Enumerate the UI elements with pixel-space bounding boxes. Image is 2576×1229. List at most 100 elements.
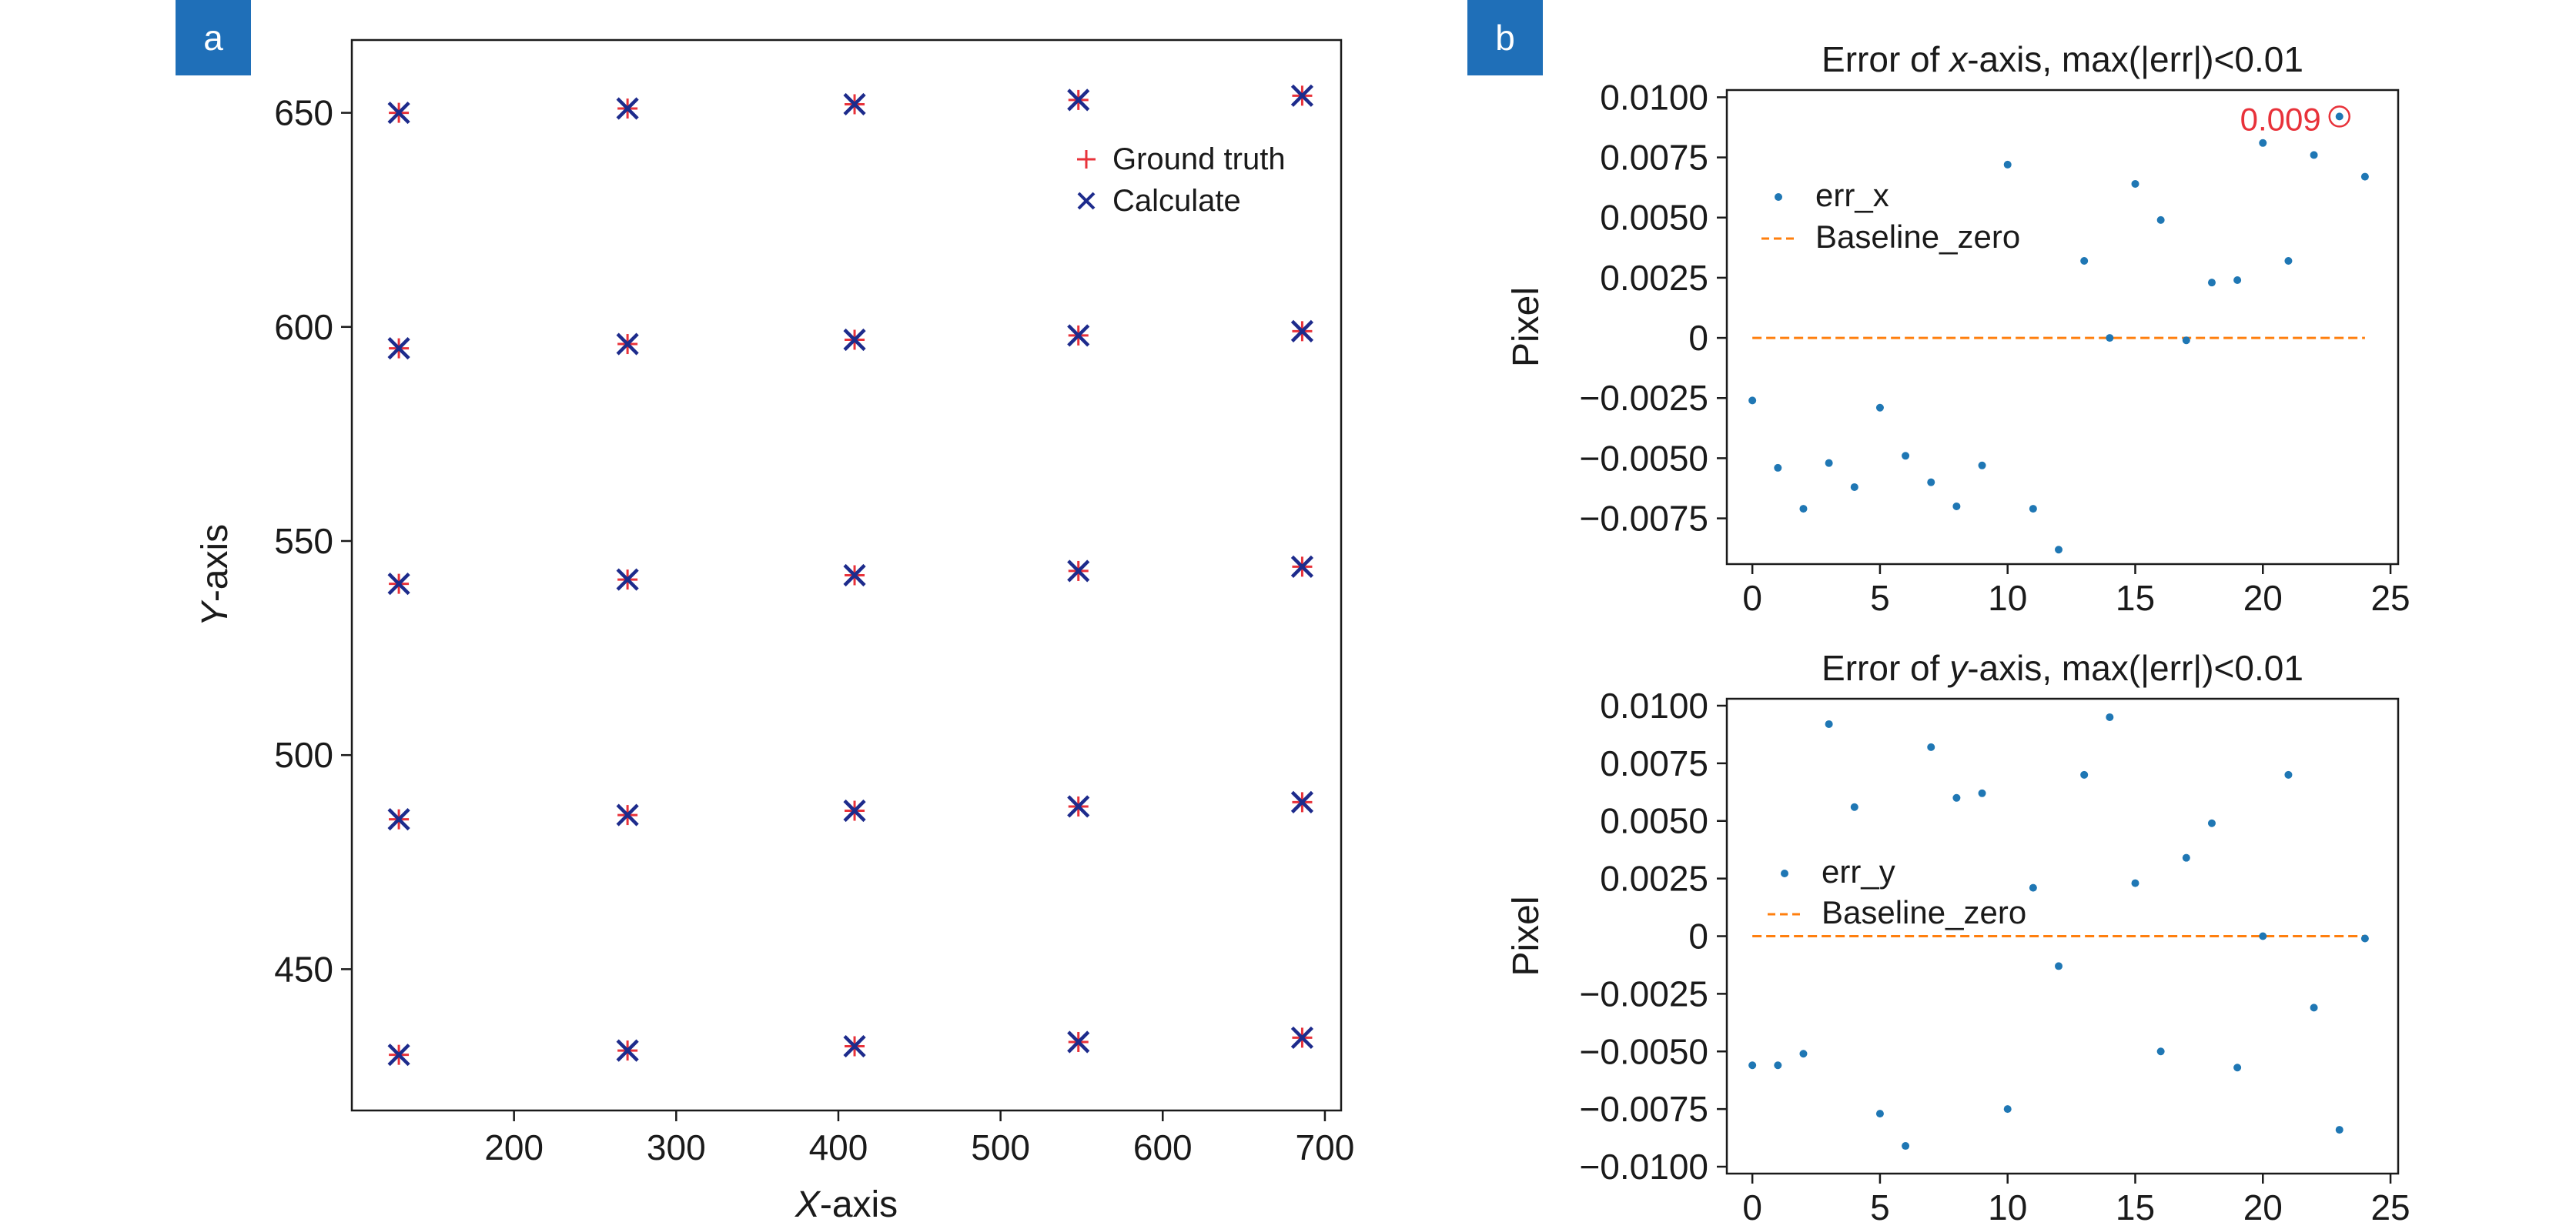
calculate-marker: [1290, 84, 1314, 107]
calculate-marker: [616, 568, 639, 591]
error-point: [1748, 1061, 1757, 1070]
calculate-marker-b: [1290, 555, 1314, 578]
error-point: [2029, 883, 2037, 892]
plot-title-post: -axis, max(|err|)<0.01: [1967, 648, 2303, 688]
error-point: [2284, 257, 2293, 266]
calculate-marker: [387, 101, 410, 125]
error-point: [2207, 279, 2216, 287]
error-point: [2360, 934, 2369, 943]
error-point: [2131, 179, 2139, 188]
legend-baseline-label: Baseline_zero: [1822, 894, 2026, 930]
y-tick-label: −0.0075: [1579, 499, 1708, 539]
error-point: [2360, 172, 2369, 181]
x-tick-label: 20: [2243, 578, 2283, 618]
error-point: [1799, 1050, 1808, 1058]
calculate-marker-b: [843, 92, 866, 116]
x-tick-label: 0: [1742, 578, 1762, 618]
calculate-marker-b: [1067, 324, 1090, 347]
panel-a-label: a: [176, 0, 251, 75]
error-point: [1875, 403, 1884, 412]
y-tick-label: −0.0025: [1579, 974, 1708, 1014]
y-tick-label: 0.0100: [1600, 77, 1708, 117]
x-tick-label: 200: [484, 1127, 544, 1167]
calculate-marker: [616, 1039, 639, 1062]
x-tick-label: 5: [1870, 578, 1890, 618]
x-tick-label: 5: [1870, 1187, 1890, 1227]
calculate-marker-b: [387, 101, 410, 125]
x-tick-label: 15: [2116, 578, 2155, 618]
calculate-marker: [843, 92, 866, 116]
error-point: [1774, 463, 1782, 472]
error-point: [2003, 1105, 2012, 1114]
x-tick-label: 10: [1988, 1187, 2027, 1227]
plot-title-italic: y: [1947, 648, 1969, 688]
x-axis-title-italic: X: [795, 1184, 821, 1225]
y-tick-label: 0.0025: [1600, 859, 1708, 899]
calculate-marker: [1067, 1030, 1090, 1054]
calculate-marker-b: [616, 568, 639, 591]
x-tick-label: 0: [1742, 1187, 1762, 1227]
error-point: [2055, 962, 2063, 970]
error-y-plot: Error of y-axis, max(|err|)<0.01 0 5 10 15 20…: [1506, 648, 2410, 1227]
x-axis-title: X-axis: [795, 1184, 898, 1225]
error-point: [2106, 713, 2114, 721]
error-point: [1825, 720, 1833, 728]
plot-frame: [350, 38, 1343, 1112]
calculate-marker: [1290, 790, 1314, 813]
calculate-marker: [387, 1044, 410, 1067]
error-point: [2182, 853, 2190, 862]
y-axis-title-rest: -axis: [195, 524, 236, 602]
y-tick-label: 0.0050: [1600, 198, 1708, 238]
x-tick-label: 700: [1296, 1127, 1355, 1167]
error-point: [1927, 743, 1935, 751]
calculate-marker: [387, 808, 410, 831]
calculate-marker-b: [616, 1039, 639, 1062]
y-tick-label: 500: [274, 735, 333, 775]
y-tick-label: 550: [274, 521, 333, 561]
calculate-marker-b: [1067, 89, 1090, 112]
y-tick-label: −0.0075: [1579, 1089, 1708, 1129]
calculate-marker-b: [843, 328, 866, 352]
calculate-marker: [1067, 559, 1090, 583]
error-point: [1927, 478, 1935, 486]
annotation-circle: [2328, 105, 2350, 128]
error-point: [2003, 160, 2012, 169]
calculate-marker-b: [616, 332, 639, 356]
y-tick-label: 600: [274, 307, 333, 347]
y-axis-title: Pixel: [1506, 896, 1547, 976]
calculate-marker-b: [843, 563, 866, 587]
calculate-marker-b: [1067, 795, 1090, 818]
calculate-marker-b: [387, 1044, 410, 1067]
y-axis-title-italic: Y: [195, 599, 236, 626]
error-point: [2156, 215, 2165, 224]
error-point: [2335, 1126, 2343, 1134]
calculate-marker-b: [616, 803, 639, 827]
annotation-label: 0.009: [2240, 101, 2321, 137]
legend-calculate-marker: [1077, 192, 1096, 210]
error-point: [1875, 1110, 1884, 1118]
x-tick-label: 500: [971, 1127, 1030, 1167]
calculate-marker-b: [843, 799, 866, 823]
x-tick-label: 300: [647, 1127, 706, 1167]
error-point: [1902, 452, 1910, 460]
plot-title-italic: x: [1948, 39, 1969, 79]
x-axis-title-rest: -axis: [820, 1184, 898, 1225]
calculate-marker-b: [1067, 559, 1090, 583]
x-tick-label: 400: [809, 1127, 868, 1167]
error-point: [1748, 396, 1757, 405]
calculate-marker: [616, 97, 639, 120]
y-tick-label: −0.0050: [1579, 1031, 1708, 1071]
legend-error-label: err_x: [1815, 177, 1889, 213]
error-point: [2233, 1064, 2242, 1072]
error-point: [2207, 819, 2216, 827]
error-point: [1902, 1142, 1910, 1151]
x-tick-label: 15: [2116, 1187, 2155, 1227]
plot-frame: [1725, 89, 2400, 566]
y-tick-label: 0.0100: [1600, 686, 1708, 726]
error-point: [1825, 459, 1833, 467]
error-point: [1978, 789, 1986, 797]
x-tick-label: 25: [2370, 578, 2410, 618]
calculate-marker: [387, 573, 410, 596]
y-axis-title: Pixel: [1506, 287, 1547, 367]
y-tick-label: 0.0050: [1600, 801, 1708, 841]
